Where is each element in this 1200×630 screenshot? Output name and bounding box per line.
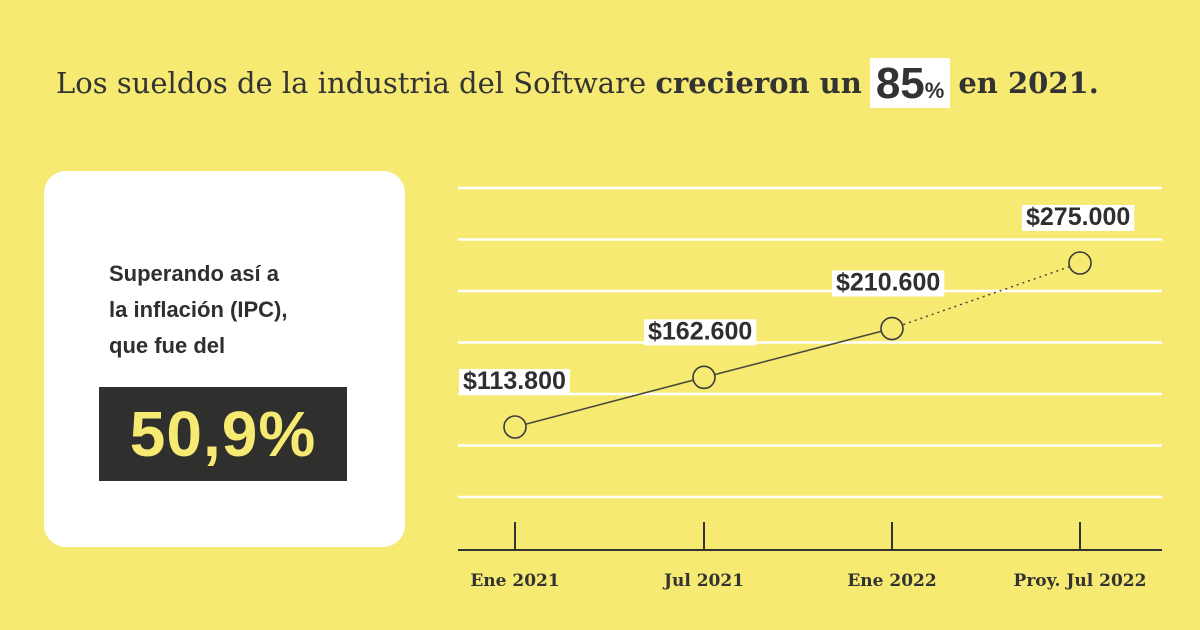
series-line-segment bbox=[514, 376, 705, 428]
data-label: $113.800 bbox=[463, 367, 566, 395]
x-tick-label: Proy. Jul 2022 bbox=[1014, 571, 1147, 591]
inflation-value-badge: 50,9% bbox=[99, 387, 347, 481]
headline-prefix: Los sueldos de la industria del Software bbox=[56, 66, 656, 100]
inflation-value: 50,9% bbox=[129, 398, 317, 470]
data-label-background bbox=[832, 270, 945, 297]
x-tick-label: Ene 2022 bbox=[847, 571, 936, 591]
data-label: $275.000 bbox=[1026, 203, 1130, 231]
headline-percentage-box: 85 % bbox=[869, 58, 951, 108]
inflation-card-text: Superando así a la inflación (IPC), que … bbox=[109, 256, 369, 364]
data-label: $210.600 bbox=[836, 269, 940, 297]
headline: Los sueldos de la industria del Software… bbox=[56, 58, 1099, 108]
inflation-card-line-1: Superando así a bbox=[109, 261, 279, 286]
headline-percentage-symbol: % bbox=[924, 78, 945, 103]
data-point bbox=[1068, 251, 1092, 275]
headline-bold: crecieron un bbox=[655, 66, 862, 100]
data-point bbox=[503, 415, 527, 439]
x-tick-label: Jul 2021 bbox=[662, 571, 744, 591]
data-label-background bbox=[1022, 205, 1135, 231]
data-point bbox=[692, 365, 716, 390]
inflation-card-line-3: que fue del bbox=[109, 333, 226, 358]
inflation-card: Superando así a la inflación (IPC), que … bbox=[44, 171, 405, 547]
data-label-background bbox=[459, 369, 570, 395]
data-label: $162.600 bbox=[648, 317, 752, 345]
series-line-segment bbox=[703, 327, 893, 379]
headline-suffix: en 2021. bbox=[958, 66, 1099, 100]
x-tick-label: Ene 2021 bbox=[470, 571, 559, 591]
data-label-background bbox=[644, 319, 757, 346]
data-point bbox=[880, 316, 904, 341]
inflation-card-line-2: la inflación (IPC), bbox=[109, 297, 288, 322]
headline-percentage-number: 85 bbox=[875, 59, 925, 108]
